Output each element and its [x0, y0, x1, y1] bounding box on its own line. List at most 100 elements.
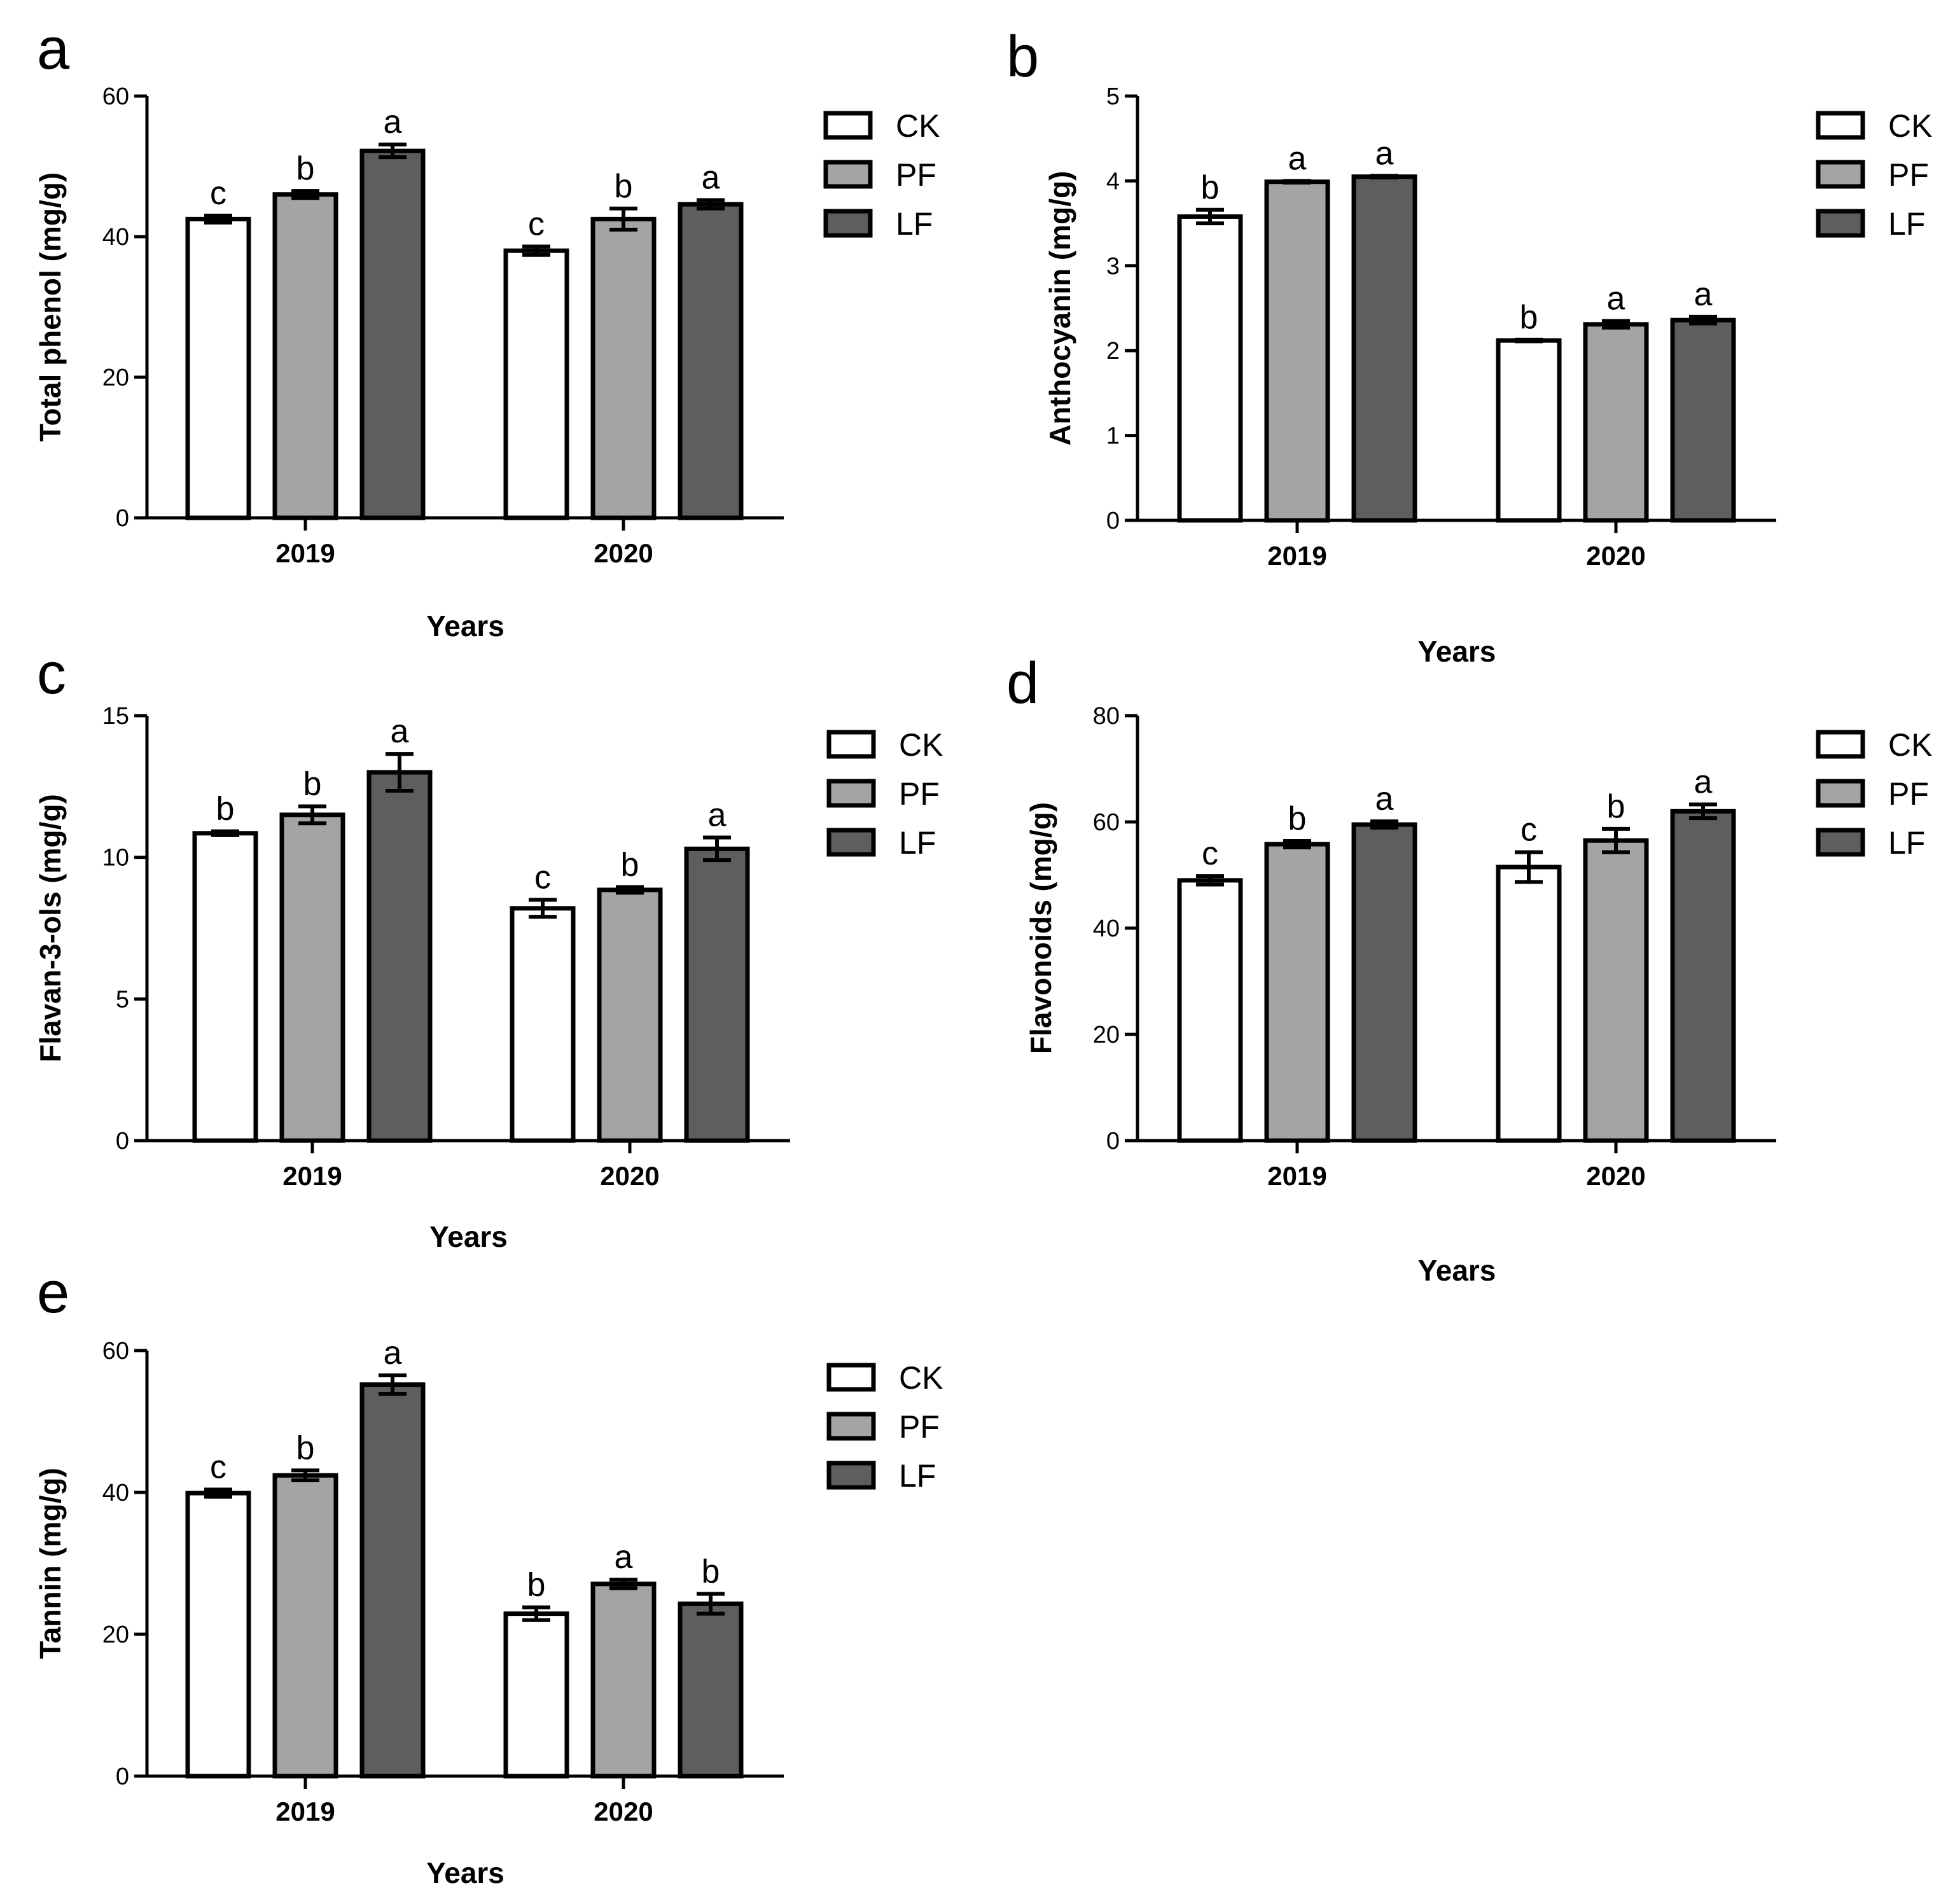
significance-label: c [528, 205, 545, 242]
bar-ck-2019 [185, 1491, 251, 1779]
bar-lf-2020 [1670, 317, 1736, 523]
legend-label-pf: PF [1888, 776, 1929, 812]
bar-lf-2019 [1351, 822, 1417, 1143]
x-tick-label-2020: 2020 [594, 538, 653, 568]
x-axis-title: Years [426, 609, 504, 643]
x-tick-label-2019: 2019 [275, 538, 335, 568]
significance-label: b [702, 1553, 720, 1590]
legend: CK PF LF [826, 727, 943, 861]
bar-pf-2019 [272, 192, 338, 520]
panel-a: a 0 20 40 60 Total phenol (mg/g) 2019 c b a 2020 c b… [34, 17, 940, 643]
bar-ck-2020 [1496, 865, 1562, 1143]
bar-ck-2020 [1496, 338, 1562, 523]
legend-swatch-ck [1816, 111, 1865, 140]
legend-label-ck: CK [899, 1360, 943, 1396]
legend-swatch-lf [1816, 209, 1865, 238]
bar-ck-2019 [185, 216, 251, 520]
y-tick-label: 20 [102, 365, 129, 391]
bar-lf-2019 [359, 1382, 426, 1779]
y-tick-label: 60 [1093, 809, 1120, 836]
significance-label: b [296, 150, 315, 187]
y-tick-label: 0 [116, 1763, 129, 1790]
bar-lf-2019 [359, 148, 426, 520]
bar-pf-2019 [279, 812, 345, 1143]
bar-pf-2019 [272, 1473, 338, 1779]
significance-label: c [1520, 812, 1537, 849]
y-axis-title: Tannin (mg/g) [34, 1468, 67, 1659]
bar-lf-2020 [678, 202, 744, 520]
y-axis-title: Total phenol (mg/g) [34, 172, 67, 441]
y-tick-label: 2 [1106, 338, 1120, 365]
y-tick-label: 10 [102, 845, 129, 872]
significance-label: c [210, 1449, 226, 1486]
x-tick-label-2019: 2019 [275, 1796, 335, 1826]
legend-swatch-lf [1816, 828, 1865, 857]
legend-swatch-ck [1816, 730, 1865, 759]
y-tick-label: 40 [102, 1480, 129, 1506]
bar-lf-2020 [684, 846, 750, 1143]
legend-label-lf: LF [1888, 206, 1925, 242]
bar-pf-2020 [597, 887, 663, 1143]
legend-swatch-pf [826, 779, 876, 808]
legend-label-ck: CK [1888, 108, 1932, 144]
significance-label: b [296, 1429, 315, 1466]
panel-b: b 0 1 2 3 4 5 Anthocyanin (mg/g) 2019 b a a 2020 b a a Y… [1006, 24, 1932, 668]
x-tick-label-2019: 2019 [1267, 541, 1326, 571]
legend-swatch-pf [823, 160, 873, 189]
x-axis-title: Years [429, 1220, 508, 1253]
x-axis-title: Years [1418, 1254, 1496, 1287]
bar-pf-2020 [590, 1581, 657, 1779]
x-tick-label-2019: 2019 [282, 1161, 342, 1191]
legend-swatch-pf [826, 1412, 876, 1441]
y-tick-label: 20 [102, 1622, 129, 1648]
bar-pf-2020 [590, 216, 657, 520]
significance-label: a [384, 1335, 402, 1372]
legend-label-pf: PF [896, 157, 936, 193]
legend: CK PF LF [1816, 727, 1932, 861]
panel-letter: d [1006, 651, 1039, 716]
x-tick-label-2020: 2020 [1586, 1161, 1645, 1191]
y-tick-label: 0 [116, 1128, 129, 1155]
panel-e: e 0 20 40 60 Tannin (mg/g) 2019 c b a 2020 b a b Years… [34, 1260, 943, 1889]
panel-letter: a [37, 17, 70, 81]
panel-letter: e [37, 1260, 69, 1325]
bar-lf-2019 [1351, 174, 1417, 523]
significance-label: b [216, 791, 235, 828]
bar-pf-2020 [1583, 838, 1649, 1143]
bar-ck-2020 [503, 248, 569, 520]
legend-swatch-ck [826, 1363, 876, 1392]
legend-label-lf: LF [1888, 825, 1925, 861]
significance-label: b [1607, 788, 1625, 825]
x-axis-title: Years [426, 1856, 504, 1889]
legend-label-lf: LF [896, 206, 933, 242]
y-tick-label: 40 [102, 224, 129, 251]
y-tick-label: 60 [102, 1338, 129, 1365]
x-tick-label-2020: 2020 [1586, 541, 1645, 571]
legend-label-lf: LF [899, 1458, 936, 1494]
significance-label: a [702, 160, 720, 197]
significance-label: a [391, 713, 409, 750]
y-tick-label: 20 [1093, 1022, 1120, 1048]
panel-letter: b [1006, 24, 1039, 89]
bar-ck-2020 [510, 906, 576, 1143]
y-tick-label: 1 [1106, 423, 1120, 450]
y-axis-title: Flavan-3-ols (mg/g) [34, 794, 67, 1062]
y-tick-label: 40 [1093, 915, 1120, 942]
legend-label-pf: PF [899, 776, 940, 812]
legend-swatch-lf [826, 828, 876, 857]
x-tick-label-2019: 2019 [1267, 1161, 1326, 1191]
x-tick-label-2020: 2020 [600, 1161, 659, 1191]
significance-label: a [1375, 135, 1394, 172]
legend-swatch-ck [826, 730, 876, 759]
bar-lf-2020 [678, 1601, 744, 1779]
legend: CK PF LF [826, 1360, 943, 1494]
bar-ck-2020 [503, 1611, 569, 1779]
significance-label: c [210, 175, 226, 212]
y-tick-label: 4 [1106, 168, 1120, 195]
legend-label-pf: PF [1888, 157, 1929, 193]
significance-label: b [1288, 800, 1307, 837]
significance-label: a [1694, 276, 1713, 313]
x-tick-label-2020: 2020 [594, 1796, 653, 1826]
bar-lf-2019 [366, 770, 433, 1143]
